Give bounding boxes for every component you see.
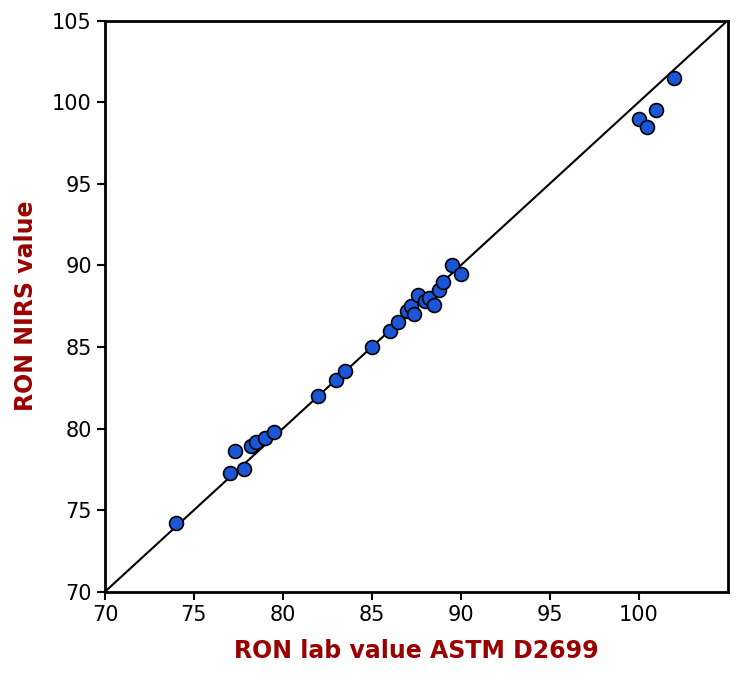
Point [437, 276, 449, 287]
X-axis label: RON lab value ASTM D2699: RON lab value ASTM D2699 [234, 638, 598, 663]
Y-axis label: RON NIRS value: RON NIRS value [14, 201, 38, 411]
Point [224, 467, 236, 478]
Point [632, 113, 644, 124]
Point [259, 433, 271, 444]
Point [423, 292, 435, 303]
Point [268, 427, 280, 438]
Point [446, 260, 458, 271]
Point [313, 390, 325, 401]
Point [433, 284, 445, 295]
Point [251, 436, 262, 447]
Point [650, 105, 662, 116]
Point [419, 296, 431, 307]
Point [428, 299, 440, 310]
Point [330, 374, 342, 385]
Point [244, 441, 256, 452]
Point [668, 72, 680, 83]
Point [409, 309, 421, 320]
Point [405, 301, 417, 312]
Point [238, 464, 250, 475]
Point [454, 268, 466, 279]
Point [170, 517, 182, 528]
Point [401, 305, 413, 316]
Point [339, 366, 351, 377]
Point [229, 446, 241, 457]
Point [392, 317, 404, 328]
Point [412, 289, 424, 300]
Point [366, 341, 378, 352]
Point [383, 325, 395, 336]
Point [641, 121, 653, 132]
